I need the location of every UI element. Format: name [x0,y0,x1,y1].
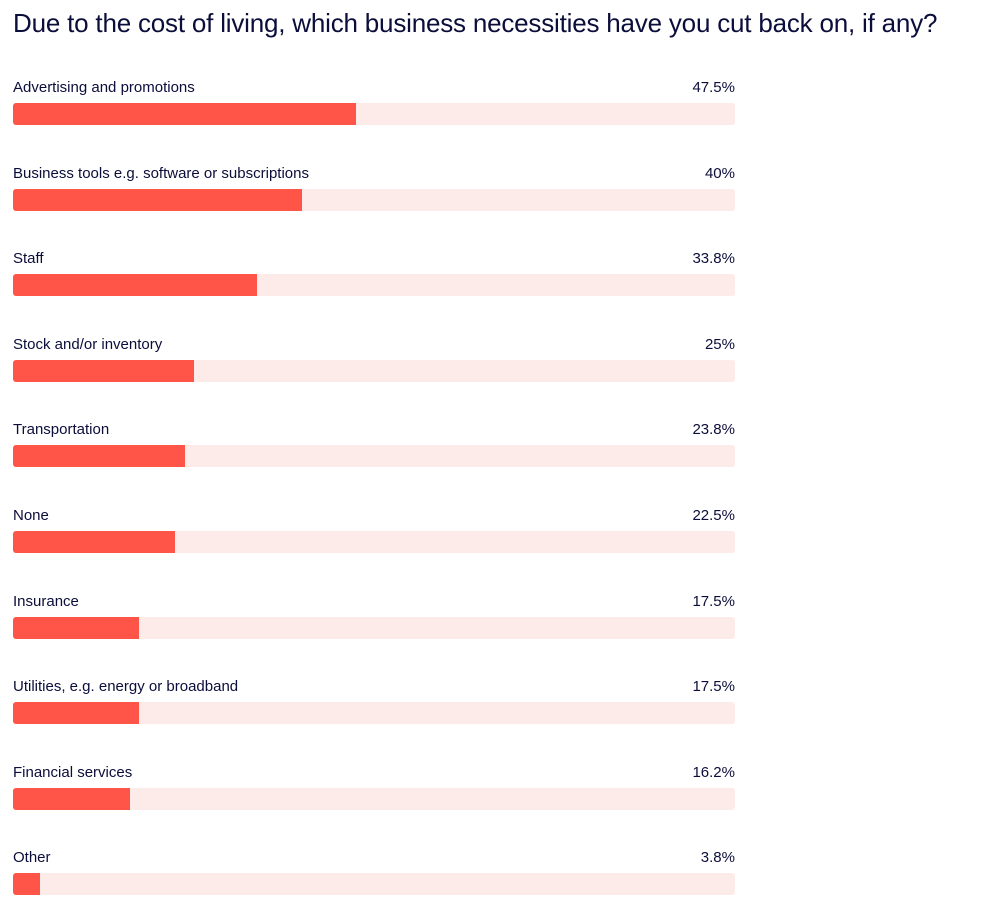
bar-label: Advertising and promotions [13,79,195,96]
bar-value-label: 33.8% [692,250,735,267]
bar-label: Financial services [13,764,133,781]
bar-value-label: 47.5% [692,79,735,96]
bar-row: Other 3.8% [13,848,735,908]
bar-fill [13,103,356,125]
bar-fill [13,702,140,724]
bar-label: Other [13,849,51,866]
bar-value-label: 17.5% [692,678,735,695]
bar-track [13,103,735,125]
bar-row: Business tools e.g. software or subscrip… [13,164,735,224]
bar-fill [13,445,185,467]
bar-value-label: 22.5% [692,507,735,524]
bar-fill [13,873,41,895]
bar-row: Insurance 17.5% [13,592,735,652]
bar-row: Stock and/or inventory 25% [13,335,735,395]
bar-fill [13,617,140,639]
bar-fill [13,274,258,296]
bar-value-label: 17.5% [692,593,735,610]
bar-fill [13,531,176,553]
bar-track [13,788,735,810]
bar-label: Staff [13,250,44,267]
bar-row: None 22.5% [13,506,735,566]
bar-row: Advertising and promotions 47.5% [13,78,735,138]
bar-value-label: 3.8% [700,849,735,866]
bar-track [13,702,735,724]
bar-value-label: 23.8% [692,421,735,438]
bar-track [13,445,735,467]
bar-label: Insurance [13,593,79,610]
bar-row: Staff 33.8% [13,249,735,309]
bar-fill [13,788,130,810]
bar-value-label: 25% [704,336,735,353]
bar-label: Stock and/or inventory [13,336,163,353]
bar-track [13,274,735,296]
bar-track [13,531,735,553]
bar-value-label: 40% [704,165,735,182]
bar-row: Utilities, e.g. energy or broadband 17.5% [13,677,735,737]
bar-track [13,617,735,639]
bar-track [13,360,735,382]
bar-fill [13,360,194,382]
bar-fill [13,189,302,211]
bar-label: None [13,507,49,524]
bar-value-label: 16.2% [692,764,735,781]
bar-label: Utilities, e.g. energy or broadband [13,678,239,695]
bar-row: Financial services 16.2% [13,763,735,823]
bar-label: Transportation [13,421,110,438]
bar-row: Transportation 23.8% [13,420,735,480]
bar-label: Business tools e.g. software or subscrip… [13,165,309,182]
bar-track [13,873,735,895]
bar-track [13,189,735,211]
chart-title: Due to the cost of living, which busines… [13,8,938,38]
